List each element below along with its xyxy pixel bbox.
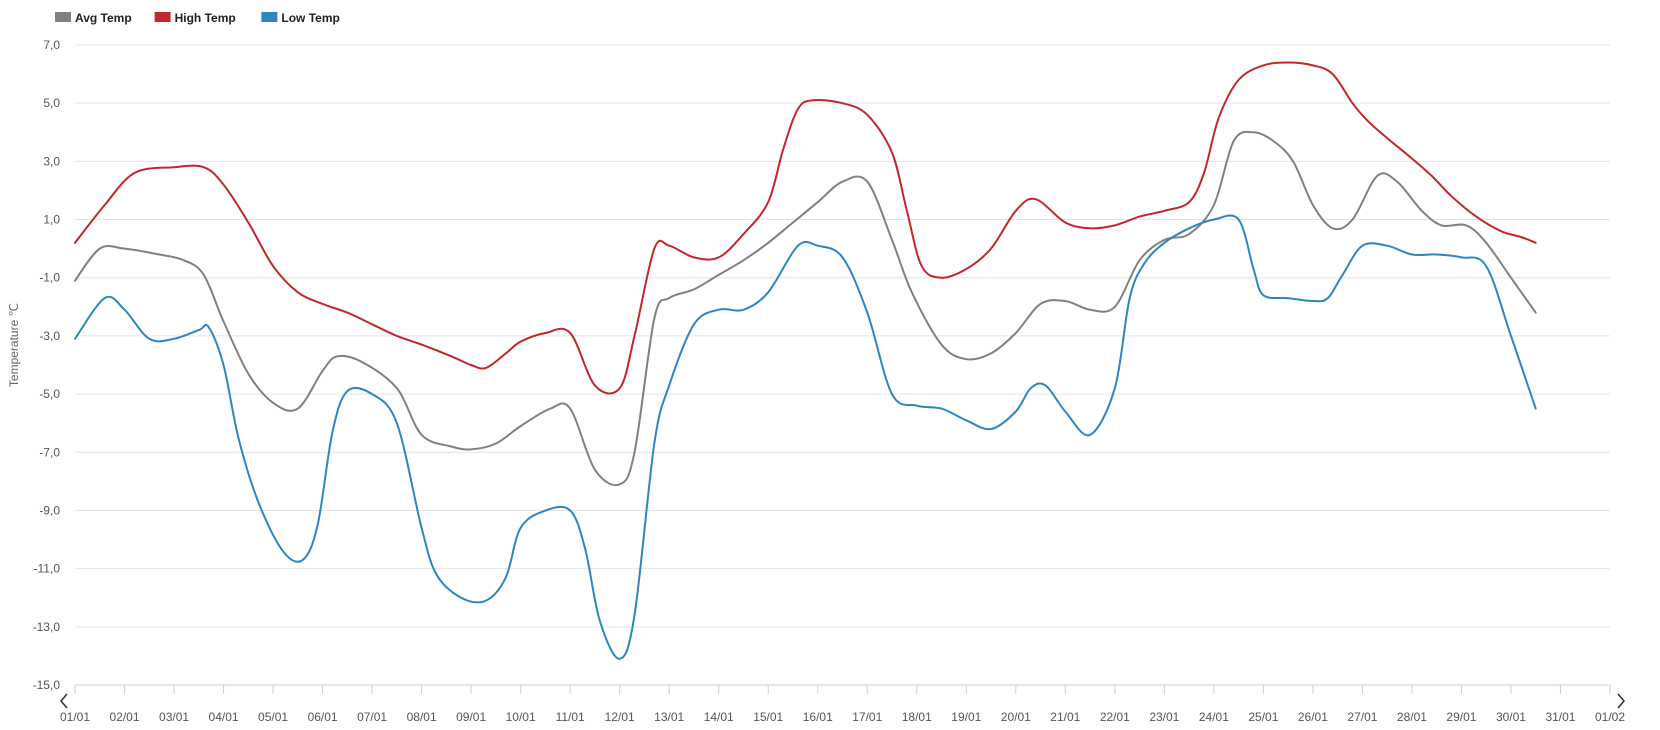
x-tick-label: 02/01 bbox=[110, 710, 140, 724]
y-grid-lines bbox=[75, 44, 1610, 686]
x-tick-label: 21/01 bbox=[1050, 710, 1080, 724]
x-tick-label: 01/01 bbox=[60, 710, 90, 724]
x-tick-label: 16/01 bbox=[803, 710, 833, 724]
legend-label: Low Temp bbox=[281, 11, 339, 25]
x-tick-label: 23/01 bbox=[1149, 710, 1179, 724]
x-tick-label: 31/01 bbox=[1545, 710, 1575, 724]
x-tick-label: 07/01 bbox=[357, 710, 387, 724]
x-tick-label: 03/01 bbox=[159, 710, 189, 724]
y-tick-label: -7,0 bbox=[39, 445, 60, 459]
y-axis-tick-labels: 7,0 5,0 3,0 1,0 -1,0 -3,0 -5,0 -7,0 -9,0 -11,0 -13… bbox=[33, 38, 61, 692]
y-tick-label: -11,0 bbox=[34, 562, 61, 576]
x-tick-label: 20/01 bbox=[1001, 710, 1031, 724]
x-tick-label: 13/01 bbox=[654, 710, 684, 724]
y-axis-title: Temperature ℃ bbox=[7, 303, 21, 387]
legend-item-low-temp[interactable]: Low Temp bbox=[261, 11, 340, 25]
x-tick-label: 05/01 bbox=[258, 710, 288, 724]
y-tick-label: -13,0 bbox=[33, 620, 61, 634]
x-tick-label: 12/01 bbox=[605, 710, 635, 724]
x-tick-label: 22/01 bbox=[1100, 710, 1130, 724]
x-tick-label: 04/01 bbox=[209, 710, 239, 724]
series-line-low-temp bbox=[74, 214, 1537, 660]
legend-swatch bbox=[154, 12, 171, 22]
x-tick-label: 06/01 bbox=[308, 710, 338, 724]
series-line-avg-temp bbox=[74, 130, 1537, 487]
chart-series bbox=[74, 61, 1537, 660]
chevron-right-icon[interactable] bbox=[1612, 690, 1634, 714]
x-tick-label: 08/01 bbox=[407, 710, 437, 724]
y-tick-label: -1,0 bbox=[39, 271, 60, 285]
x-tick-label: 30/01 bbox=[1496, 710, 1526, 724]
x-tick-label: 01/02 bbox=[1595, 710, 1625, 724]
y-tick-label: -5,0 bbox=[39, 387, 60, 401]
x-tick-label: 09/01 bbox=[456, 710, 486, 724]
x-tick-label: 15/01 bbox=[753, 710, 783, 724]
y-tick-label: 1,0 bbox=[43, 213, 60, 227]
x-tick-label: 26/01 bbox=[1298, 710, 1328, 724]
x-tick-label: 19/01 bbox=[951, 710, 981, 724]
legend-swatch bbox=[55, 12, 71, 22]
x-tick-label: 28/01 bbox=[1397, 710, 1427, 724]
x-tick-label: 10/01 bbox=[506, 710, 536, 724]
y-tick-label: -9,0 bbox=[39, 503, 60, 517]
y-tick-label: 5,0 bbox=[43, 96, 60, 110]
legend-label: Avg Temp bbox=[75, 11, 132, 25]
x-tick-label: 25/01 bbox=[1248, 710, 1278, 724]
legend-swatch bbox=[261, 12, 278, 22]
x-tick-label: 14/01 bbox=[704, 710, 734, 724]
legend-item-high-temp[interactable]: High Temp bbox=[154, 11, 236, 25]
y-tick-label: -3,0 bbox=[39, 329, 60, 343]
legend-item-avg-temp[interactable]: Avg Temp bbox=[55, 11, 132, 25]
chart-legend: Avg Temp High Temp Low Temp bbox=[55, 11, 340, 25]
x-tick-label: 27/01 bbox=[1347, 710, 1377, 724]
x-tick-label: 29/01 bbox=[1446, 710, 1476, 724]
y-tick-label: 7,0 bbox=[43, 38, 60, 52]
y-tick-label: 3,0 bbox=[43, 154, 60, 168]
x-tick-label: 24/01 bbox=[1199, 710, 1229, 724]
x-tick-label: 17/01 bbox=[852, 710, 882, 724]
y-tick-label: -15,0 bbox=[33, 678, 61, 692]
x-tick-label: 11/01 bbox=[556, 710, 585, 724]
legend-label: High Temp bbox=[175, 11, 236, 25]
x-tick-label: 18/01 bbox=[902, 710, 932, 724]
series-line-high-temp bbox=[74, 61, 1537, 395]
chevron-left-icon[interactable] bbox=[52, 690, 74, 714]
x-axis: 01/01 02/01 03/01 04/01 05/01 06/01 07/01 08/01… bbox=[60, 684, 1625, 724]
